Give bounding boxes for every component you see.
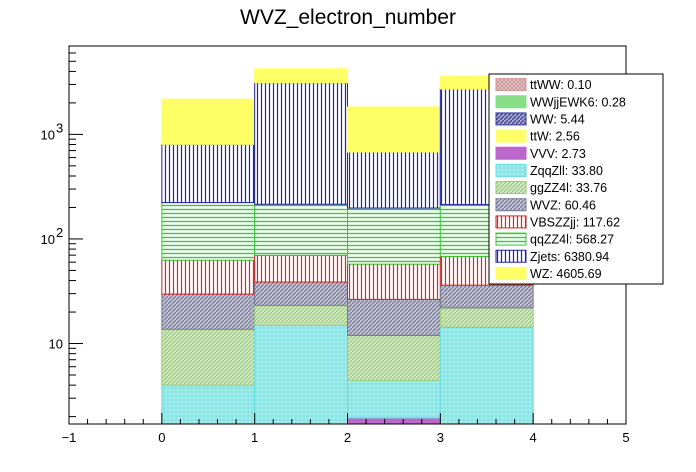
legend-label-vbszzjj: VBSZZjj: 117.62 [530,215,620,229]
legend-swatch-zqqzll [495,163,527,177]
x-tick-label: 3 [437,430,444,445]
legend-label-vvv: VVV: 2.73 [530,147,586,161]
bar-wz-bin-2 [347,106,441,153]
bar-qqzz4l-bin-2 [347,207,441,265]
legend-swatch-vvv [495,146,527,160]
legend-swatch-wz [495,266,527,280]
legend-label-zjets: Zjets: 6380.94 [530,250,609,264]
x-tick-label: −1 [62,430,77,445]
bar-zjets-bin-1 [254,82,349,205]
bar-qqzz4l-bin-0 [161,202,256,261]
bar-vbszzjj-bin-0 [161,259,256,295]
x-tick-label: 5 [622,430,629,445]
legend-label-ww: WW: 5.44 [530,112,585,126]
x-tick-label: 2 [344,430,351,445]
y-tick-label-exponent: 2 [56,225,63,240]
legend-label-wz: WZ: 4605.69 [530,267,602,281]
chart-title: WVZ_electron_number [240,6,456,29]
x-tick-label: 0 [158,430,165,445]
bar-ggzz4l-bin-1 [254,304,349,326]
legend-swatch-ttw [495,129,527,143]
bar-zqqzll-bin-3 [439,326,534,425]
bar-zjets-bin-2 [347,151,441,209]
legend-label-qqzz4l: qqZZ4l: 568.27 [530,233,614,247]
x-tick-label: 1 [251,430,258,445]
legend-label-zqqzll: ZqqZll: 33.80 [530,164,603,178]
bar-wvz-bin-3 [439,284,534,309]
legend-swatch-ww [495,112,527,126]
legend-label-wwjjewk6: WWjjEWK6: 0.28 [530,95,626,109]
bar-wvz-bin-0 [161,293,256,330]
legend-box [488,73,664,285]
bar-ggzz4l-bin-2 [347,334,441,381]
legend: ttWW: 0.10 WWjjEWK6: 0.28 WW: 5.44 ttW: 2.5… [488,73,664,285]
bar-zqqzll-bin-0 [161,384,256,425]
y-tick-label: 10 [49,337,63,352]
bar-qqzz4l-bin-1 [254,203,349,256]
y-tick-label: 10 [41,127,55,142]
legend-swatch-vbszzjj [495,215,527,229]
legend-label-ggzz4l: ggZZ4l: 33.76 [530,181,607,195]
legend-swatch-ggzz4l [495,181,527,195]
legend-swatch-qqzz4l [495,232,527,246]
legend-label-ttww: ttWW: 0.10 [530,78,592,92]
bar-ggzz4l-bin-0 [161,328,256,386]
legend-swatch-zjets [495,249,527,263]
bar-vvv-bin-2 [347,417,441,425]
legend-label-wvz: WVZ: 60.46 [530,198,596,212]
legend-label-ttw: ttW: 2.56 [530,130,580,144]
bar-zqqzll-bin-1 [254,324,349,425]
bar-wz-bin-1 [254,68,349,84]
bar-ggzz4l-bin-3 [439,307,534,328]
bar-zjets-bin-0 [161,143,256,204]
legend-swatch-wwjjewk6 [495,95,527,109]
y-tick-label: 10 [41,232,55,247]
bar-wz-bin-0 [161,98,256,145]
bar-vbszzjj-bin-1 [254,254,349,283]
bar-zqqzll-bin-2 [347,379,441,419]
bar-vbszzjj-bin-2 [347,263,441,300]
legend-swatch-wvz [495,198,527,212]
y-tick-label-exponent: 3 [56,120,63,135]
bar-wvz-bin-1 [254,281,349,306]
legend-swatch-ttww [495,78,527,92]
bar-wvz-bin-2 [347,298,441,336]
x-tick-label: 4 [530,430,537,445]
